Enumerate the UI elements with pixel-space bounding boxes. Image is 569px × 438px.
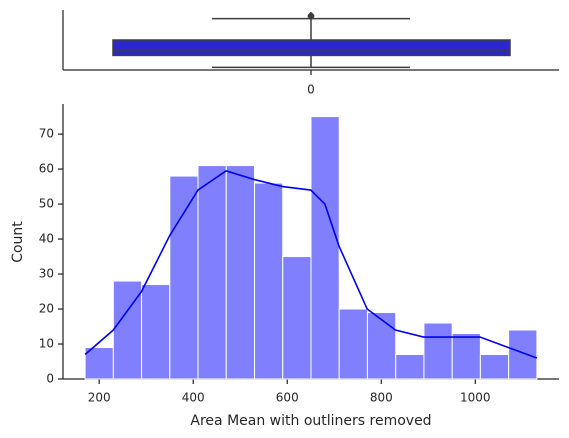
bar [282,256,312,380]
bar [225,165,256,380]
bar [84,347,114,380]
bar [366,312,397,380]
bar [112,280,143,380]
bar [338,308,368,380]
x-tick-label: 200 [88,391,111,405]
x-tick-label: 1000 [460,391,491,405]
y-tick-label: 0 [46,372,54,386]
x-tick-label: 400 [182,391,205,405]
bar [254,182,284,380]
bar [508,329,538,380]
outlier [307,11,315,19]
bar [423,322,453,380]
box [112,39,511,57]
y-tick-label: 30 [39,267,54,281]
y-tick-label: 20 [39,302,54,316]
bar [141,284,171,380]
x-tick-label: 800 [370,391,393,405]
y-axis-label: Count [10,221,26,263]
bar [197,165,227,380]
bar [169,175,199,380]
y-tick-label: 40 [39,232,54,246]
y-tick-label: 50 [39,197,54,211]
x-axis-label: Area Mean with outliners removed [190,413,431,429]
bar [310,116,340,380]
x-tick-label: 600 [276,391,299,405]
x-tick-label: 0 [307,83,315,97]
y-tick-label: 70 [39,127,54,141]
bar [451,333,481,380]
y-tick-label: 10 [39,337,54,351]
bar [479,354,510,380]
y-tick-label: 60 [39,162,54,176]
kde-line [84,169,538,359]
bar [395,354,425,380]
